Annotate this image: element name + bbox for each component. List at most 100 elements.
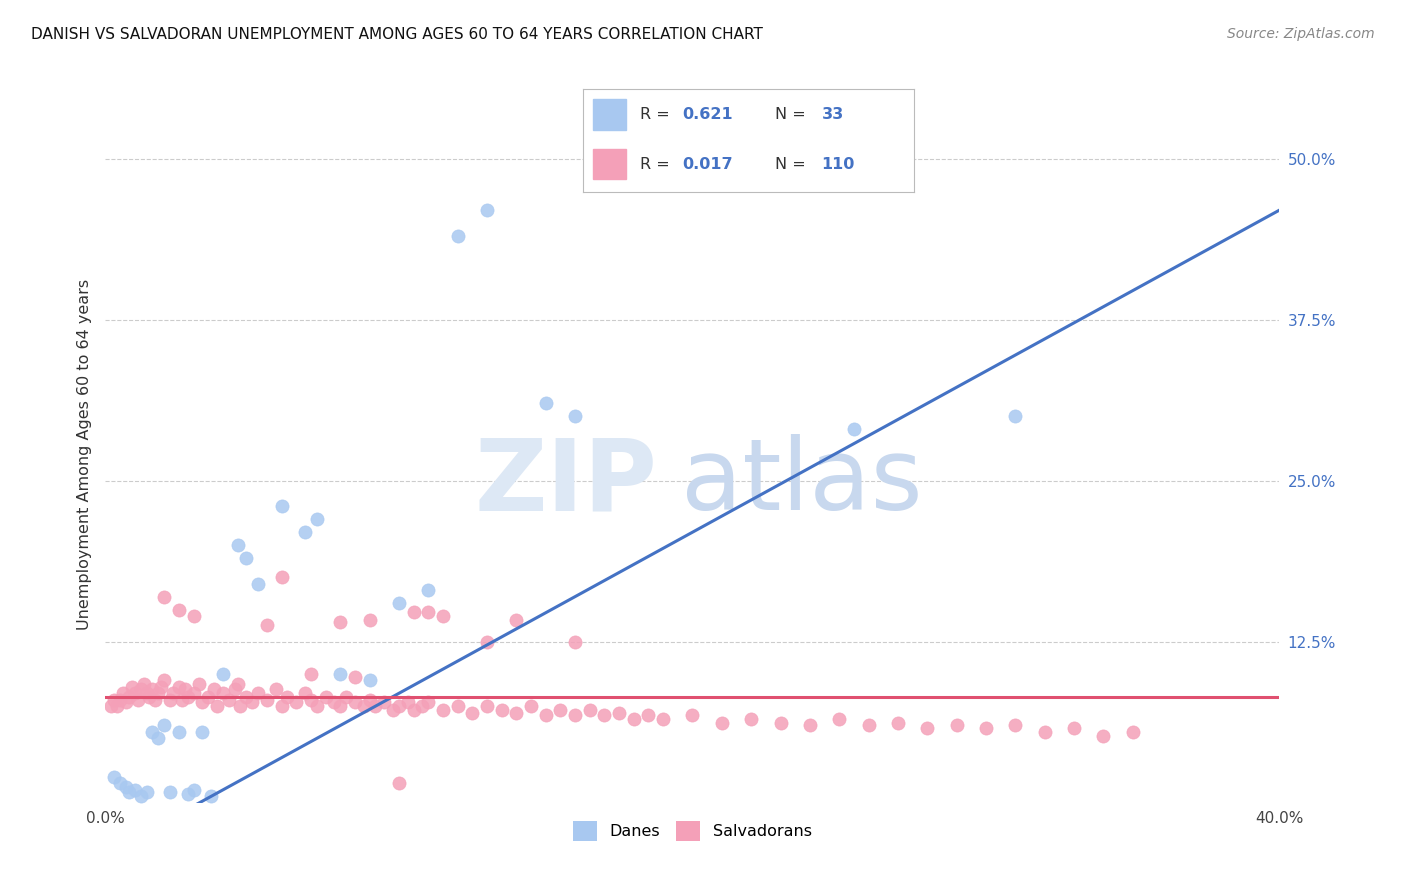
Point — [103, 692, 125, 706]
Point — [108, 692, 131, 706]
Point — [270, 699, 292, 714]
Point — [388, 596, 411, 610]
Point — [373, 695, 395, 709]
Point — [359, 613, 381, 627]
Text: R =: R = — [640, 107, 675, 122]
Point — [520, 699, 543, 714]
Point — [652, 712, 675, 726]
Point — [564, 708, 586, 723]
Point — [887, 715, 910, 730]
Point — [100, 699, 122, 714]
Point — [285, 695, 308, 709]
Point — [153, 590, 176, 604]
Point — [235, 551, 257, 566]
Text: N =: N = — [775, 157, 811, 171]
Point — [197, 690, 219, 705]
Point — [294, 525, 316, 540]
Point — [396, 695, 419, 709]
Point — [710, 715, 733, 730]
Point — [276, 690, 298, 705]
Point — [578, 703, 600, 717]
Point — [353, 699, 375, 714]
Point — [593, 708, 616, 723]
Point — [564, 409, 586, 424]
Point — [138, 690, 160, 705]
Point — [1122, 725, 1144, 739]
Point — [247, 576, 270, 591]
Point — [121, 680, 143, 694]
Point — [842, 422, 865, 436]
Point — [105, 699, 128, 714]
Text: DANISH VS SALVADORAN UNEMPLOYMENT AMONG AGES 60 TO 64 YEARS CORRELATION CHART: DANISH VS SALVADORAN UNEMPLOYMENT AMONG … — [31, 27, 763, 42]
Point — [229, 699, 252, 714]
Point — [359, 692, 381, 706]
Point — [1033, 725, 1056, 739]
Point — [132, 677, 155, 691]
Text: 0.621: 0.621 — [683, 107, 734, 122]
Text: N =: N = — [775, 107, 811, 122]
Point — [256, 618, 278, 632]
Point — [550, 703, 572, 717]
Point — [534, 396, 557, 410]
Point — [200, 789, 222, 804]
Point — [432, 609, 454, 624]
Point — [135, 785, 157, 799]
Text: 0.017: 0.017 — [683, 157, 734, 171]
Point — [329, 699, 352, 714]
Point — [226, 677, 249, 691]
Point — [475, 634, 498, 648]
Point — [432, 703, 454, 717]
Point — [191, 695, 214, 709]
Point — [127, 692, 149, 706]
Point — [402, 703, 425, 717]
Point — [112, 686, 135, 700]
Point — [1063, 721, 1085, 735]
Point — [247, 686, 270, 700]
Point — [323, 695, 346, 709]
Point — [159, 692, 181, 706]
Point — [740, 712, 762, 726]
Point — [388, 776, 411, 790]
Text: ZIP: ZIP — [474, 434, 657, 532]
Point — [447, 699, 470, 714]
Point — [218, 692, 240, 706]
Point — [141, 725, 163, 739]
Text: 110: 110 — [821, 157, 855, 171]
Point — [167, 725, 190, 739]
Point — [343, 669, 366, 683]
Point — [224, 682, 246, 697]
Point — [108, 776, 131, 790]
Point — [124, 686, 146, 700]
Point — [329, 615, 352, 630]
Point — [1004, 409, 1026, 424]
Point — [226, 538, 249, 552]
Point — [1092, 729, 1115, 743]
Point — [183, 609, 205, 624]
Point — [305, 512, 328, 526]
Point — [191, 725, 214, 739]
Point — [534, 708, 557, 723]
Point — [418, 695, 440, 709]
Point — [388, 699, 411, 714]
Point — [176, 787, 198, 801]
Point — [183, 686, 205, 700]
Point — [235, 690, 257, 705]
Point — [115, 695, 138, 709]
Point — [129, 789, 152, 804]
Point — [305, 699, 328, 714]
Point — [211, 667, 233, 681]
Point — [205, 699, 228, 714]
Point — [682, 708, 704, 723]
Point — [418, 583, 440, 598]
Point — [299, 667, 322, 681]
Point — [240, 695, 263, 709]
Point — [461, 706, 484, 720]
Point — [343, 695, 366, 709]
Point — [447, 228, 470, 243]
Point — [188, 677, 211, 691]
Point — [118, 690, 141, 705]
Point — [183, 783, 205, 797]
Point — [176, 690, 198, 705]
Point — [129, 682, 152, 697]
Point — [623, 712, 645, 726]
